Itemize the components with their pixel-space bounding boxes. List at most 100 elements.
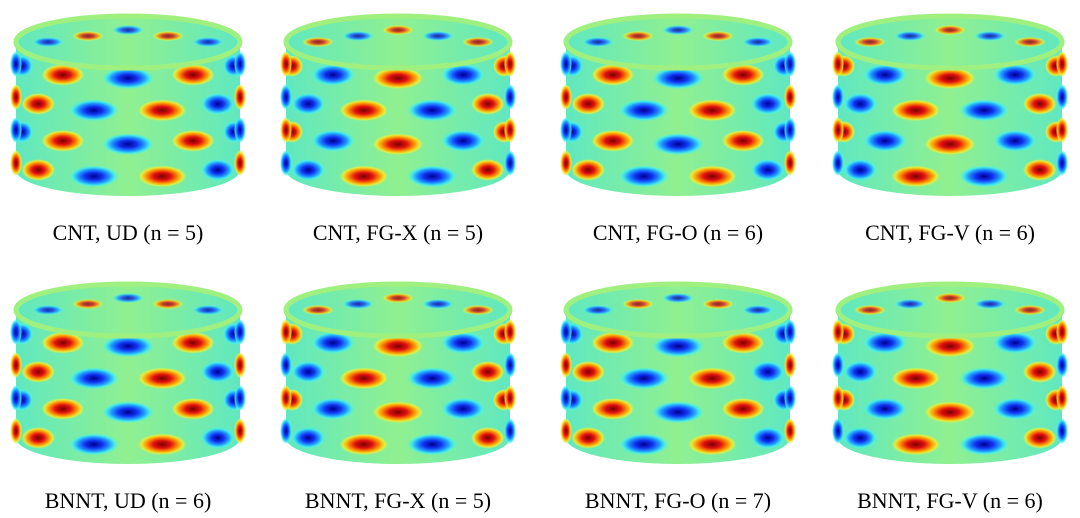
rim-bulge	[234, 385, 246, 411]
rim-bulge	[1056, 385, 1068, 411]
rim-bulge	[832, 117, 844, 143]
rim-bulge	[832, 385, 844, 411]
rim-bulge	[560, 385, 572, 411]
blob	[102, 133, 154, 155]
blob	[137, 367, 187, 389]
caption: BNNT, FG-V (n = 6)	[857, 488, 1043, 513]
blob	[652, 133, 704, 155]
blob	[894, 31, 926, 41]
rim-bulge	[280, 150, 292, 176]
rim-bulge	[784, 319, 796, 345]
blob	[291, 361, 325, 383]
blob	[751, 93, 785, 115]
rim-bulge	[784, 352, 796, 378]
blob	[291, 427, 325, 449]
blob	[863, 130, 907, 152]
blob	[891, 165, 941, 187]
blob	[291, 93, 325, 115]
rim-bulge	[10, 117, 22, 143]
rim-bulge	[784, 84, 796, 110]
rim-bulge	[10, 84, 22, 110]
blob	[934, 25, 966, 35]
blob	[619, 433, 669, 455]
blob	[137, 99, 187, 121]
blob	[441, 130, 485, 152]
blob	[993, 398, 1037, 420]
blob	[171, 398, 215, 420]
rim-bulge	[504, 84, 516, 110]
rim-bulge	[560, 150, 572, 176]
blob	[721, 398, 765, 420]
rim-bulge	[784, 385, 796, 411]
blob	[21, 361, 55, 383]
blob	[69, 99, 119, 121]
blob	[32, 37, 64, 47]
blob	[339, 367, 389, 389]
blob	[462, 305, 494, 315]
blob	[687, 165, 737, 187]
rim-bulge	[10, 352, 22, 378]
blob	[407, 99, 457, 121]
rim-bulge	[10, 418, 22, 444]
rim-bulge	[560, 319, 572, 345]
rim-bulge	[1056, 352, 1068, 378]
blob	[702, 299, 734, 309]
blob	[687, 433, 737, 455]
mode-shape	[832, 16, 1068, 196]
blob	[863, 398, 907, 420]
rim-bulge	[234, 352, 246, 378]
rim-bulge	[504, 51, 516, 77]
blob	[843, 361, 877, 383]
mode-shape	[10, 16, 246, 196]
blob	[41, 398, 85, 420]
blob	[471, 361, 505, 383]
caption: CNT, UD (n = 5)	[53, 220, 204, 245]
blob	[407, 433, 457, 455]
blob	[1023, 93, 1057, 115]
blob	[974, 31, 1006, 41]
rim-bulge	[560, 84, 572, 110]
blob	[591, 130, 635, 152]
blob	[891, 367, 941, 389]
blob	[72, 299, 104, 309]
blob	[582, 37, 614, 47]
blob	[441, 398, 485, 420]
blob	[69, 165, 119, 187]
caption: CNT, FG-O (n = 6)	[593, 220, 763, 245]
rim-bulge	[234, 51, 246, 77]
blob	[192, 37, 224, 47]
rim-bulge	[280, 385, 292, 411]
mode-shape	[280, 284, 516, 464]
mode-shape	[10, 284, 246, 464]
rim-bulge	[10, 385, 22, 411]
rim-bulge	[560, 51, 572, 77]
blob	[924, 133, 976, 155]
blob	[339, 99, 389, 121]
rim-bulge	[234, 117, 246, 143]
blob	[152, 31, 184, 41]
blob	[751, 427, 785, 449]
rim-bulge	[784, 418, 796, 444]
blob	[382, 25, 414, 35]
blob	[582, 305, 614, 315]
rim-bulge	[504, 319, 516, 345]
blob	[152, 299, 184, 309]
blob	[342, 299, 374, 309]
rim-bulge	[504, 150, 516, 176]
blob	[959, 433, 1009, 455]
blob	[854, 305, 886, 315]
blob	[854, 37, 886, 47]
blob	[721, 130, 765, 152]
blob	[72, 31, 104, 41]
blob	[619, 99, 669, 121]
blob	[662, 25, 694, 35]
blob	[934, 293, 966, 303]
mode-shape	[280, 16, 516, 196]
rim-bulge	[234, 418, 246, 444]
blob	[924, 401, 976, 423]
blob	[21, 427, 55, 449]
blob	[201, 361, 235, 383]
blob	[471, 93, 505, 115]
blob	[471, 159, 505, 181]
rim-bulge	[10, 51, 22, 77]
